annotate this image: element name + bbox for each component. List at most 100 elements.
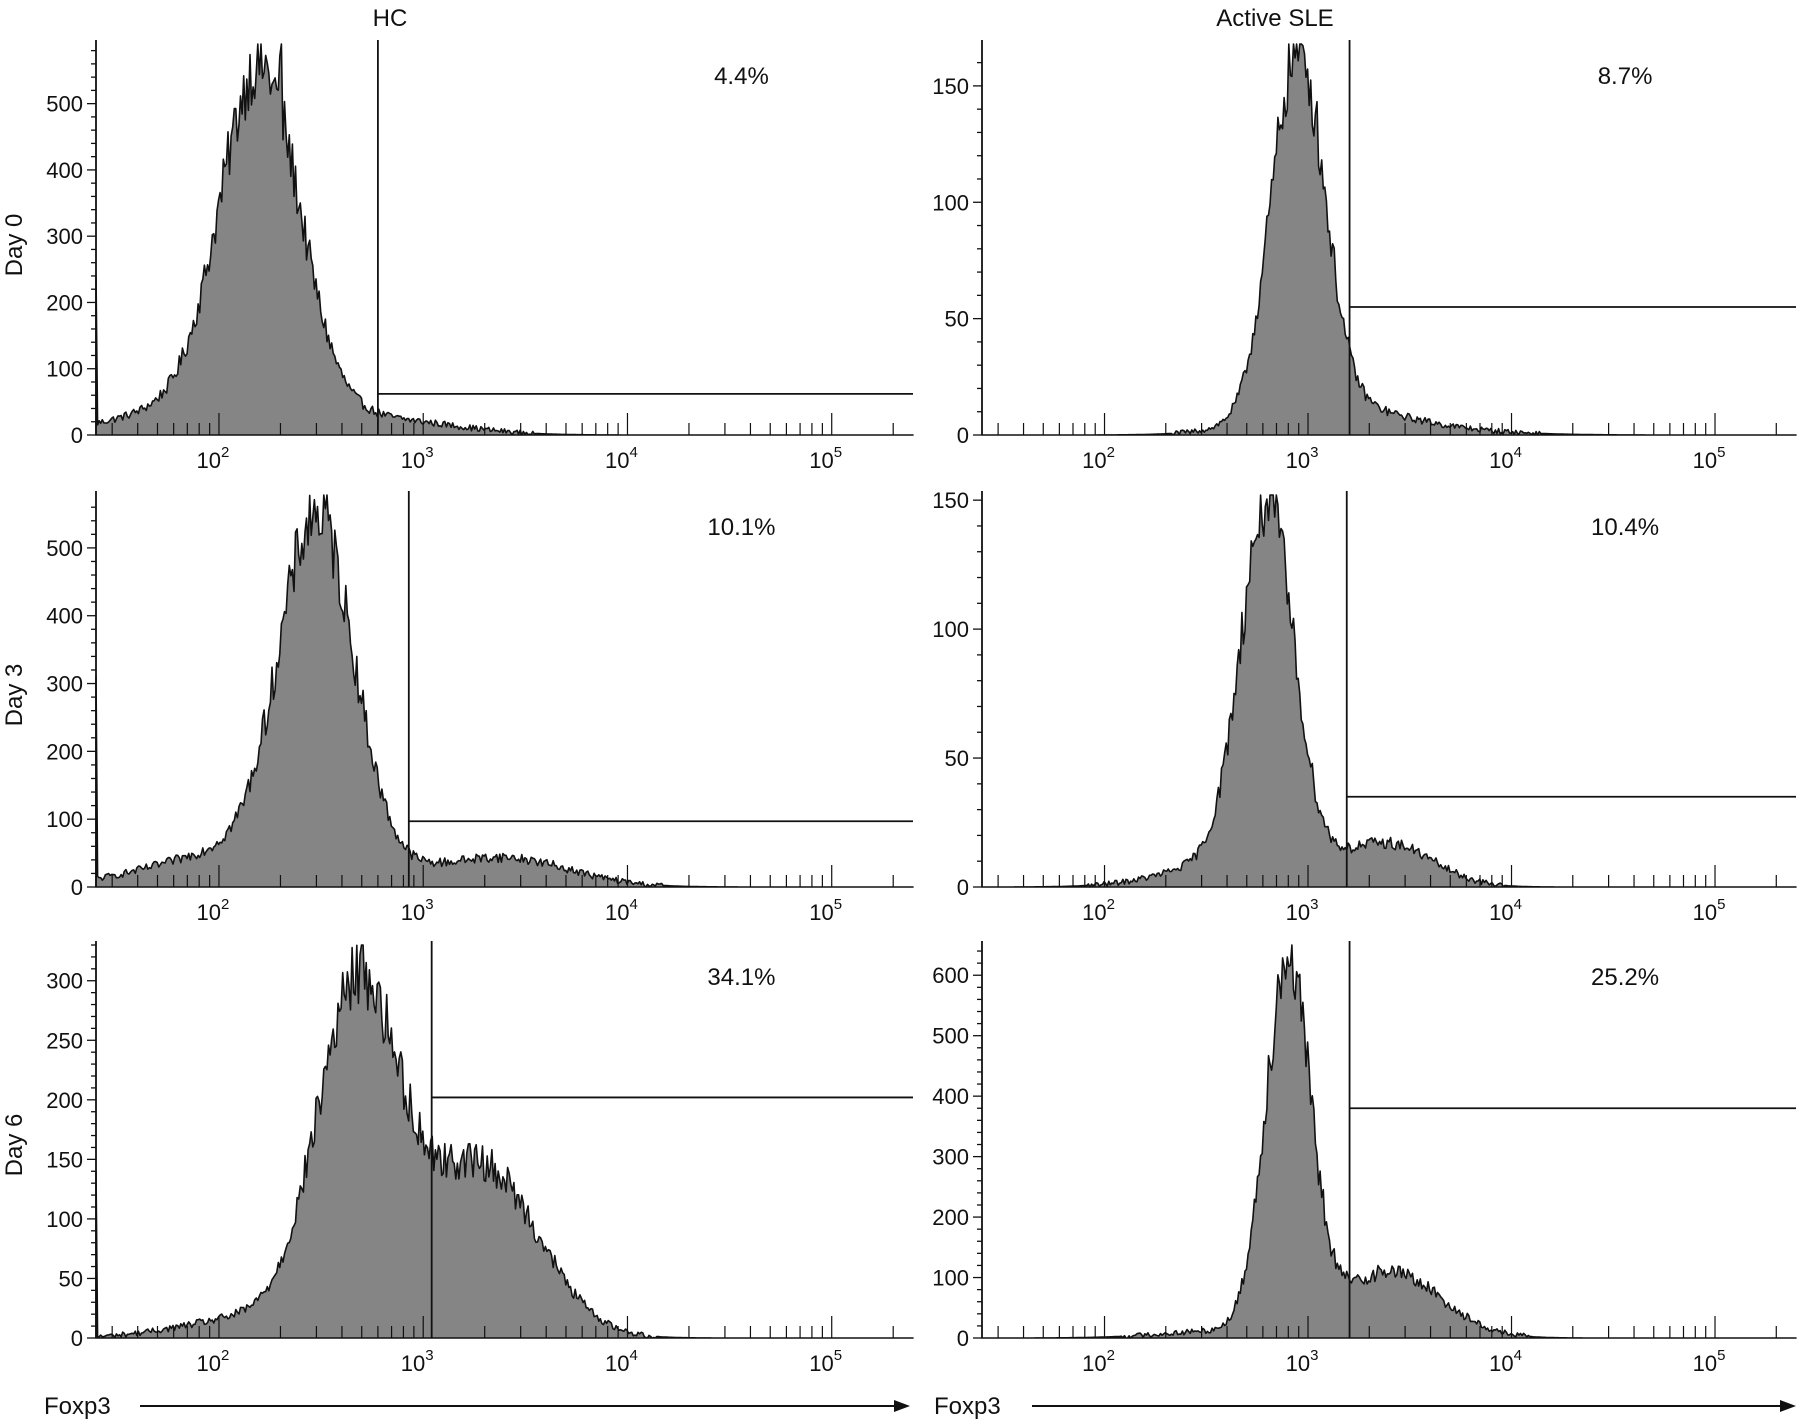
x-axis-arrowhead-left [894,1400,910,1412]
x-tick-exponent: 4 [630,896,638,913]
x-tick-exponent: 3 [1310,444,1318,461]
x-tick-base: 10 [401,1351,425,1376]
x-tick-label: 103 [401,1347,434,1376]
y-tick-label: 100 [46,357,83,382]
x-tick-base: 10 [1082,900,1106,925]
x-tick-exponent: 2 [221,444,229,461]
x-tick-exponent: 4 [1514,444,1522,461]
gate-percentage: 10.4% [1591,514,1659,541]
histogram-area [95,43,914,436]
y-tick-label: 0 [71,875,83,900]
x-tick-exponent: 4 [1514,1347,1522,1364]
x-tick-base: 10 [605,448,629,473]
x-tick-base: 10 [401,448,425,473]
gate-percentage: 10.1% [707,514,775,541]
x-tick-label: 103 [1286,896,1319,925]
y-tick-label: 200 [932,1205,969,1230]
y-tick-label: 0 [957,875,969,900]
x-tick-base: 10 [1286,448,1310,473]
x-tick-base: 10 [1693,900,1717,925]
x-tick-label: 102 [1082,1347,1115,1376]
x-tick-base: 10 [1693,448,1717,473]
x-tick-label: 102 [197,896,230,925]
x-tick-exponent: 2 [1107,444,1115,461]
x-tick-exponent: 3 [425,444,433,461]
y-tick-label: 400 [46,158,83,183]
row-label-day3: Day 3 [1,664,28,727]
y-tick-label: 150 [46,1147,83,1172]
column-title-active-sle: Active SLE [1216,5,1333,32]
x-tick-label: 103 [1286,1347,1319,1376]
x-tick-label: 102 [197,444,230,473]
x-tick-base: 10 [197,1351,221,1376]
x-tick-label: 104 [1489,444,1522,473]
histogram-area [981,944,1797,1339]
y-tick-label: 100 [46,807,83,832]
x-tick-label: 103 [401,896,434,925]
histogram-area [981,43,1797,436]
y-tick-label: 200 [46,739,83,764]
x-tick-exponent: 4 [630,1347,638,1364]
y-tick-label: 0 [71,1326,83,1351]
x-tick-label: 104 [605,1347,638,1376]
x-tick-exponent: 5 [1717,1347,1725,1364]
y-tick-label: 300 [46,969,83,994]
x-tick-exponent: 5 [1717,896,1725,913]
y-tick-label: 300 [46,224,83,249]
x-tick-base: 10 [1693,1351,1717,1376]
x-tick-base: 10 [1082,448,1106,473]
x-tick-exponent: 4 [630,444,638,461]
x-tick-label: 104 [605,444,638,473]
row-label-day6: Day 6 [1,1114,28,1177]
histogram-area [981,494,1797,888]
x-tick-exponent: 3 [425,1347,433,1364]
gate-percentage: 4.4% [714,63,769,90]
x-tick-base: 10 [1489,900,1513,925]
column-title-hc: HC [373,5,408,32]
y-tick-label: 200 [46,1088,83,1113]
x-tick-exponent: 4 [1514,896,1522,913]
x-tick-base: 10 [809,448,833,473]
histogram-area [95,944,914,1339]
x-tick-base: 10 [605,900,629,925]
y-tick-label: 100 [932,1266,969,1291]
x-tick-label: 103 [1286,444,1319,473]
y-tick-label: 400 [932,1084,969,1109]
x-tick-exponent: 5 [834,896,842,913]
x-tick-label: 102 [1082,444,1115,473]
x-tick-label: 105 [809,1347,842,1376]
y-tick-label: 50 [59,1266,83,1291]
y-tick-label: 500 [932,1024,969,1049]
x-tick-label: 104 [1489,1347,1522,1376]
row-label-day0: Day 0 [1,214,28,277]
y-tick-label: 500 [46,92,83,117]
x-axis-label-right: Foxp3 [934,1393,1001,1420]
x-tick-base: 10 [809,1351,833,1376]
y-tick-label: 0 [957,1326,969,1351]
x-axis-label-left: Foxp3 [44,1393,111,1420]
y-tick-label: 100 [932,617,969,642]
x-tick-base: 10 [197,448,221,473]
x-axis-arrowhead-right [1780,1400,1796,1412]
x-tick-label: 103 [401,444,434,473]
x-tick-label: 102 [197,1347,230,1376]
gate-percentage: 34.1% [707,964,775,991]
y-tick-label: 150 [932,488,969,513]
y-tick-label: 300 [46,672,83,697]
x-tick-exponent: 2 [1107,1347,1115,1364]
x-tick-label: 105 [1693,896,1726,925]
x-tick-label: 104 [1489,896,1522,925]
y-tick-label: 500 [46,536,83,561]
gate-percentage: 25.2% [1591,964,1659,991]
x-tick-label: 105 [809,444,842,473]
y-tick-label: 50 [945,746,969,771]
x-tick-base: 10 [809,900,833,925]
x-tick-base: 10 [605,1351,629,1376]
histogram-area [95,494,914,888]
x-tick-exponent: 2 [1107,896,1115,913]
x-tick-base: 10 [1082,1351,1106,1376]
